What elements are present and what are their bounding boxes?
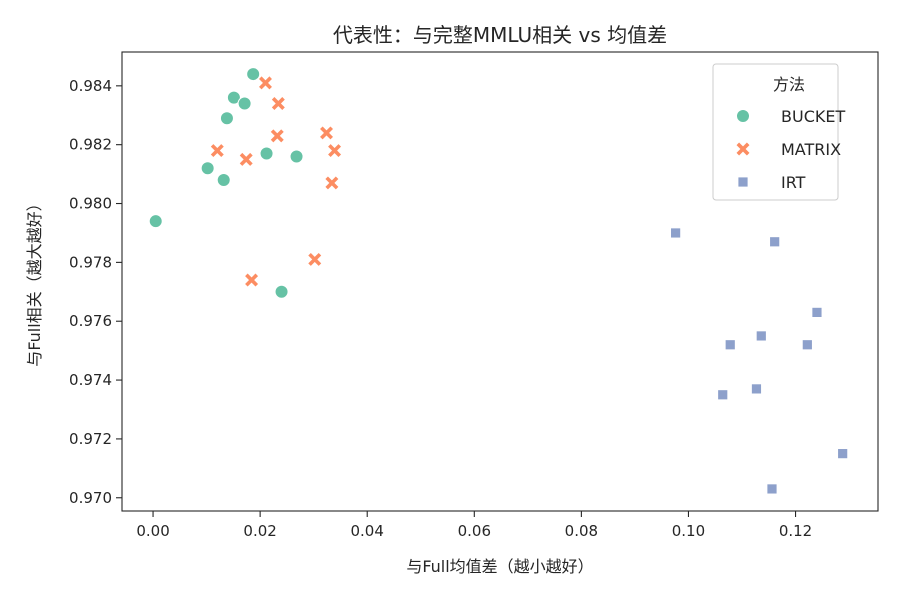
data-point-matrix xyxy=(270,129,284,143)
data-point-matrix xyxy=(210,144,224,158)
legend-title: 方法 xyxy=(773,75,805,94)
x-tick-label: 0.06 xyxy=(458,522,491,540)
x-tick-label: 0.00 xyxy=(136,522,169,540)
legend-item-bucket: BUCKET xyxy=(736,107,845,126)
x-axis: 0.00 0.02 0.04 0.06 0.08 0.10 0.12 xyxy=(136,511,812,540)
series-bucket xyxy=(148,67,304,299)
data-point-bucket xyxy=(226,90,241,105)
y-tick-label: 0.978 xyxy=(69,253,112,271)
legend-item-irt: IRT xyxy=(737,173,806,192)
data-point-bucket xyxy=(237,96,252,111)
data-point-matrix xyxy=(308,252,322,266)
x-tick-label: 0.02 xyxy=(243,522,276,540)
y-tick-label: 0.982 xyxy=(69,136,112,154)
legend-marker xyxy=(737,176,749,188)
chart-title: 代表性：与完整MMLU相关 vs 均值差 xyxy=(333,23,667,47)
legend-label: MATRIX xyxy=(781,140,841,159)
data-point-irt xyxy=(837,448,849,460)
legend-box xyxy=(712,63,839,201)
data-point-bucket xyxy=(216,172,231,187)
legend-marker xyxy=(736,142,750,156)
data-point-bucket xyxy=(274,284,289,299)
series-matrix xyxy=(210,76,342,287)
y-tick-label: 0.984 xyxy=(69,77,112,95)
data-points xyxy=(148,67,849,495)
y-axis-label: 与Full相关（越大越好） xyxy=(25,195,44,366)
data-point-bucket xyxy=(148,214,163,229)
data-point-matrix xyxy=(245,273,259,287)
y-tick-label: 0.972 xyxy=(69,430,112,448)
data-point-matrix xyxy=(325,176,339,190)
y-tick-label: 0.970 xyxy=(69,489,112,507)
data-point-irt xyxy=(724,339,736,351)
data-point-irt xyxy=(755,330,767,342)
data-point-matrix xyxy=(259,76,272,90)
legend-label: BUCKET xyxy=(781,107,845,126)
data-point-bucket xyxy=(289,149,304,164)
data-point-matrix xyxy=(320,126,333,140)
data-point-matrix xyxy=(271,97,285,110)
data-point-irt xyxy=(766,483,778,495)
x-tick-label: 0.10 xyxy=(672,522,705,540)
data-point-irt xyxy=(769,236,781,248)
data-point-bucket xyxy=(200,161,215,176)
y-axis: 0.970 0.972 0.974 0.976 0.978 0.980 0.982 0.984 xyxy=(69,77,122,507)
series-irt xyxy=(670,227,849,495)
legend: 方法 BUCKET MATRIX IRT xyxy=(712,63,845,201)
data-point-matrix xyxy=(328,144,342,158)
legend-items: BUCKET MATRIX IRT xyxy=(736,107,845,192)
legend-item-matrix: MATRIX xyxy=(736,140,841,159)
x-tick-label: 0.04 xyxy=(351,522,384,540)
y-tick-label: 0.976 xyxy=(69,312,112,330)
x-tick-label: 0.08 xyxy=(565,522,598,540)
x-axis-label: 与Full均值差（越小越好） xyxy=(406,557,593,576)
data-point-irt xyxy=(801,339,813,351)
legend-marker xyxy=(736,109,750,123)
y-tick-label: 0.974 xyxy=(69,371,112,389)
data-point-bucket xyxy=(259,146,274,161)
data-point-irt xyxy=(811,306,823,318)
data-point-bucket xyxy=(219,111,234,126)
y-tick-label: 0.980 xyxy=(69,195,112,213)
data-point-irt xyxy=(751,383,762,395)
data-point-matrix xyxy=(239,152,253,166)
legend-label: IRT xyxy=(781,173,806,192)
data-point-bucket xyxy=(246,67,261,82)
data-point-irt xyxy=(670,227,682,239)
x-tick-label: 0.12 xyxy=(779,522,812,540)
data-point-irt xyxy=(717,389,729,401)
